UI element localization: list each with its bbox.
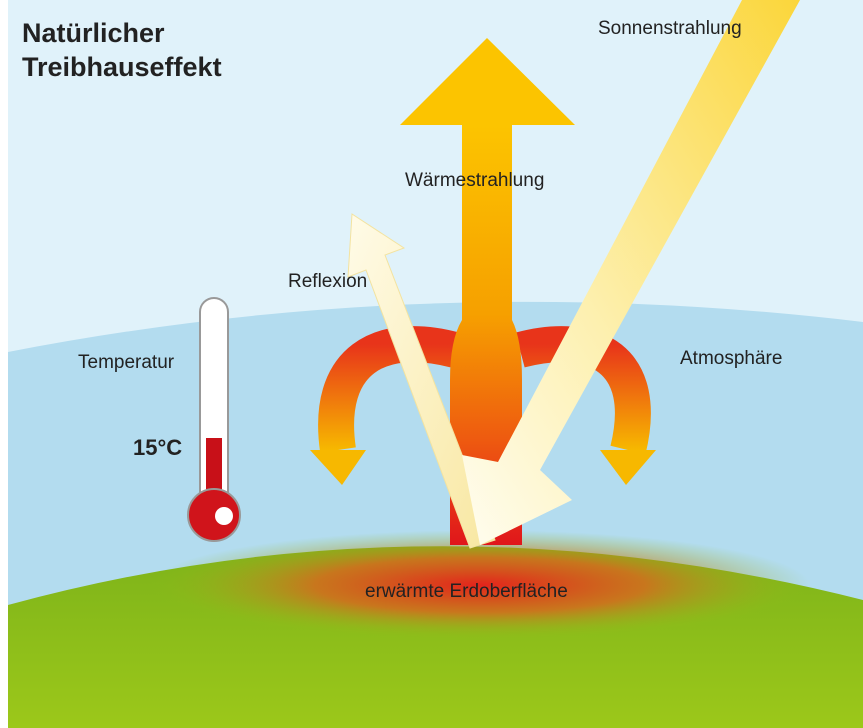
title-line: Natürlicher bbox=[22, 18, 165, 48]
sun-label: Sonnenstrahlung bbox=[598, 18, 742, 39]
reflection-label: Reflexion bbox=[288, 271, 367, 292]
title-line: Treibhauseffekt bbox=[22, 52, 222, 82]
bulb-highlight bbox=[215, 507, 233, 525]
atmosphere-label: Atmosphäre bbox=[680, 348, 782, 369]
surface-label: erwärmte Erdoberfläche bbox=[365, 581, 568, 602]
diagram: Natürlicher Treibhauseffekt Sonnenstrahl… bbox=[0, 0, 863, 728]
temperature-label: Temperatur bbox=[78, 352, 175, 373]
heat-label: Wärmestrahlung bbox=[405, 170, 544, 191]
temperature-reading: 15°C bbox=[133, 435, 182, 460]
